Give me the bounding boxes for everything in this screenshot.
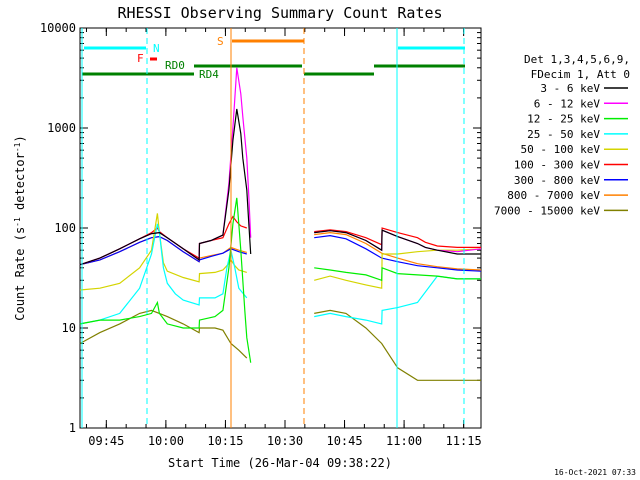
annotation-s: S bbox=[217, 35, 224, 48]
series-line-300-800-kev-seg0 bbox=[79, 235, 247, 266]
x-tick-label: 10:30 bbox=[267, 434, 303, 448]
legend-label: 50 - 100 keV bbox=[521, 143, 601, 156]
annotation-rd0: RD0 bbox=[165, 59, 185, 72]
x-tick-label: 10:00 bbox=[148, 434, 184, 448]
x-axis-ticks: 09:45 10:00 10:15 10:30 10:45 11:00 11:15 bbox=[85, 28, 482, 448]
legend-label: 12 - 25 keV bbox=[527, 113, 600, 126]
legend-label: 6 - 12 keV bbox=[534, 97, 601, 110]
timestamp: 16-Oct-2021 07:33 bbox=[554, 468, 636, 477]
y-tick-label: 10000 bbox=[40, 21, 76, 35]
annotation-f: F bbox=[137, 52, 144, 65]
legend-label: 25 - 50 keV bbox=[527, 128, 600, 141]
mode-markers: N F RD0 RD4 S bbox=[81, 28, 465, 428]
x-tick-label: 09:45 bbox=[88, 434, 124, 448]
series-line-25-50-kev-seg1 bbox=[314, 275, 481, 325]
series-line-3-6-kev-seg1 bbox=[314, 229, 481, 255]
annotation-n: N bbox=[153, 42, 160, 55]
y-axis-label: Count Rate (s-1 detector-1) bbox=[13, 135, 28, 320]
x-tick-label: 11:00 bbox=[386, 434, 422, 448]
x-tick-label: 11:15 bbox=[446, 434, 482, 448]
x-tick-label: 10:15 bbox=[207, 434, 243, 448]
legend-label: 100 - 300 keV bbox=[514, 159, 600, 172]
legend-entries: 3 - 6 keV 6 - 12 keV 12 - 25 keV 25 - 50 ke… bbox=[494, 82, 628, 217]
plot-frame bbox=[79, 27, 482, 429]
series-line-800-7000-kev-seg1 bbox=[314, 231, 482, 271]
legend-label: 800 - 7000 keV bbox=[507, 189, 600, 202]
series-line-100-300-kev-seg1 bbox=[314, 227, 481, 248]
legend-header-2: FDecim 1, Att 0 bbox=[531, 68, 630, 81]
annotation-rd4: RD4 bbox=[199, 68, 219, 81]
y-tick-label: 100 bbox=[54, 221, 76, 235]
legend-header-1: Det 1,3,4,5,6,9, bbox=[524, 53, 630, 66]
series-layer bbox=[79, 67, 482, 381]
legend: Det 1,3,4,5,6,9, FDecim 1, Att 0 3 - 6 k… bbox=[494, 53, 630, 217]
x-axis-label: Start Time (26-Mar-04 09:38:22) bbox=[168, 456, 392, 470]
y-tick-label: 10 bbox=[62, 321, 76, 335]
series-line-12-25-kev-seg0 bbox=[79, 197, 252, 363]
series-line-12-25-kev-seg1 bbox=[314, 266, 481, 282]
y-tick-label: 1 bbox=[69, 421, 76, 435]
series-line-7000-15000-kev-seg0 bbox=[79, 309, 248, 359]
y-tick-label: 1000 bbox=[47, 121, 76, 135]
x-tick-label: 10:45 bbox=[326, 434, 362, 448]
series-line-50-100-kev-seg0 bbox=[79, 213, 247, 291]
series-line-6-12-kev-seg0 bbox=[79, 67, 252, 266]
legend-label: 7000 - 15000 keV bbox=[494, 204, 600, 217]
series-line-3-6-kev-seg0 bbox=[79, 108, 252, 266]
y-axis-ticks: 1 10 100 1000 10000 bbox=[40, 21, 481, 435]
legend-label: 300 - 800 keV bbox=[514, 174, 600, 187]
series-line-7000-15000-kev-seg1 bbox=[314, 309, 481, 381]
chart-title: RHESSI Observing Summary Count Rates bbox=[117, 4, 442, 22]
series-line-300-800-kev-seg1 bbox=[314, 234, 482, 272]
legend-label: 3 - 6 keV bbox=[540, 82, 600, 95]
